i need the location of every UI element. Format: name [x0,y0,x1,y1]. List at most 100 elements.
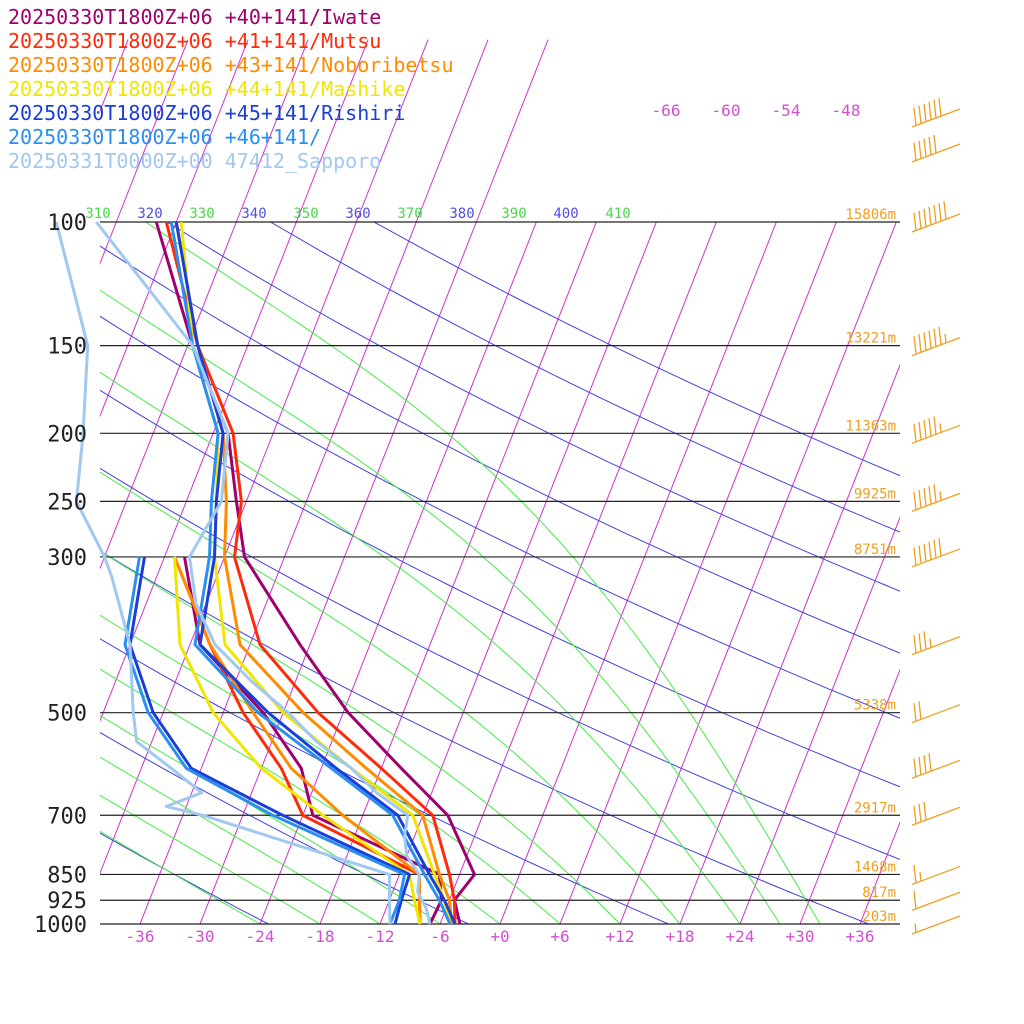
height-label: 817m [862,885,896,901]
x-tick-label: +0 [490,927,509,946]
theta-label: 310 [85,206,110,222]
x-tick-label: +30 [786,927,815,946]
isotherm-line [199,222,477,924]
isotherm-line [920,222,1024,924]
isotherm-line [559,222,837,924]
temperature-line [164,221,457,925]
x-tick-label: -18 [306,927,335,946]
upper-temp-label: -54 [772,101,801,120]
height-label: 13221m [845,331,896,347]
isotherm-upper-line [415,39,489,223]
x-tick-label: -30 [186,927,215,946]
wind-barb [911,801,961,826]
isotherm-upper-line [100,39,129,113]
x-tick-label: -6 [430,927,449,946]
pressure-label: 1000 [34,913,87,938]
upper-temp-label: -60 [712,101,741,120]
height-label: 1468m [854,859,896,875]
x-tick-label: +12 [606,927,635,946]
upper-temp-label: -66 [652,101,681,120]
wind-barb [911,753,961,779]
isotherm-line [859,821,900,924]
isotherm-upper-line [295,39,369,223]
grid-layer [100,222,1024,924]
dewpoint-line [123,556,406,925]
pressure-label: 150 [47,335,87,360]
x-tick-label: -12 [366,927,395,946]
temperature-line [169,221,452,925]
isotherm-line [799,668,900,924]
isotherm-upper-line [355,39,429,223]
wind-barb [911,416,961,444]
isotherm-line [100,222,357,875]
wind-barb [911,701,961,724]
theta-label: 380 [449,206,474,222]
legend-entry: 20250330T1800Z+06 +46+141/ [8,125,321,149]
isotherm-upper-line [0,40,8,222]
isotherm-line [139,222,417,924]
isotherm-upper-line [115,39,189,223]
isotherm-line [100,222,177,418]
isotherm-line [679,363,900,924]
height-label: 2917m [854,800,896,816]
dry-adiabat [100,245,900,654]
wind-barb [911,890,961,911]
legend-entry: 20250330T1800Z+06 +45+141/Rishiri [8,101,405,125]
dry-adiabat [100,315,900,719]
wind-barbs [911,98,961,935]
dry-adiabat [100,389,900,788]
temperature-line [174,221,457,925]
dewpoint-line [173,556,422,925]
moist-adiabat [145,222,821,924]
theta-label: 330 [189,206,214,222]
isotherm-line [499,222,777,924]
dry-adiabat [373,222,900,477]
wind-barb [911,864,961,886]
x-tick-label: +18 [666,927,695,946]
series-layer [54,221,476,925]
legend-entry: 20250330T1800Z+06 +43+141/Noboribetsu [8,53,454,77]
x-tick-label: +24 [726,927,755,946]
upper-temp-label: -48 [832,101,861,120]
upper-air-layer [0,39,549,223]
pressure-lines [100,221,900,925]
isotherm-line [379,222,657,924]
pressure-label: 200 [47,422,87,447]
wind-barb [911,98,961,128]
height-label: 9925m [854,486,896,502]
pressure-label: 300 [47,546,87,571]
wind-barb [911,915,961,935]
dry-adiabat [270,222,900,533]
legend-entry: 20250330T1800Z+06 +40+141/Iwate [8,5,381,29]
dry-adiabat [100,638,670,924]
wind-barb [911,201,961,233]
isotherm-upper-line [475,39,549,223]
pressure-label: 850 [47,863,87,888]
wind-barb [911,537,961,568]
x-tick-label: +36 [846,927,875,946]
x-tick-label: -36 [126,927,155,946]
theta-label: 410 [605,206,630,222]
temperature-line [179,221,452,925]
legend-entry: 20250331T0000Z+00 47412_Sapporo [8,149,381,173]
dry-adiabat [166,222,900,592]
isotherm-line [100,222,297,723]
wind-barb [911,134,961,163]
legend: 20250330T1800Z+06 +40+141/Iwate 20250330T… [8,5,454,173]
isotherm-upper-line [175,39,249,223]
x-tick-label: -24 [246,927,275,946]
wind-barb [911,326,961,357]
dry-adiabat [100,467,900,861]
height-label: 5338m [854,698,896,714]
isotherm-upper-line [235,39,309,223]
wind-barb [911,484,961,512]
theta-label: 350 [293,206,318,222]
dewpoint-line [128,556,411,925]
isotherm-line [619,222,897,924]
theta-label: 320 [137,206,162,222]
legend-entry: 20250330T1800Z+06 +44+141/Mashike [8,77,405,101]
labels-layer: 310 320 330 340 350 360 370 380 390 400 410 -66 -60 -… [34,101,896,946]
theta-label: 390 [501,206,526,222]
theta-label: 340 [241,206,266,222]
